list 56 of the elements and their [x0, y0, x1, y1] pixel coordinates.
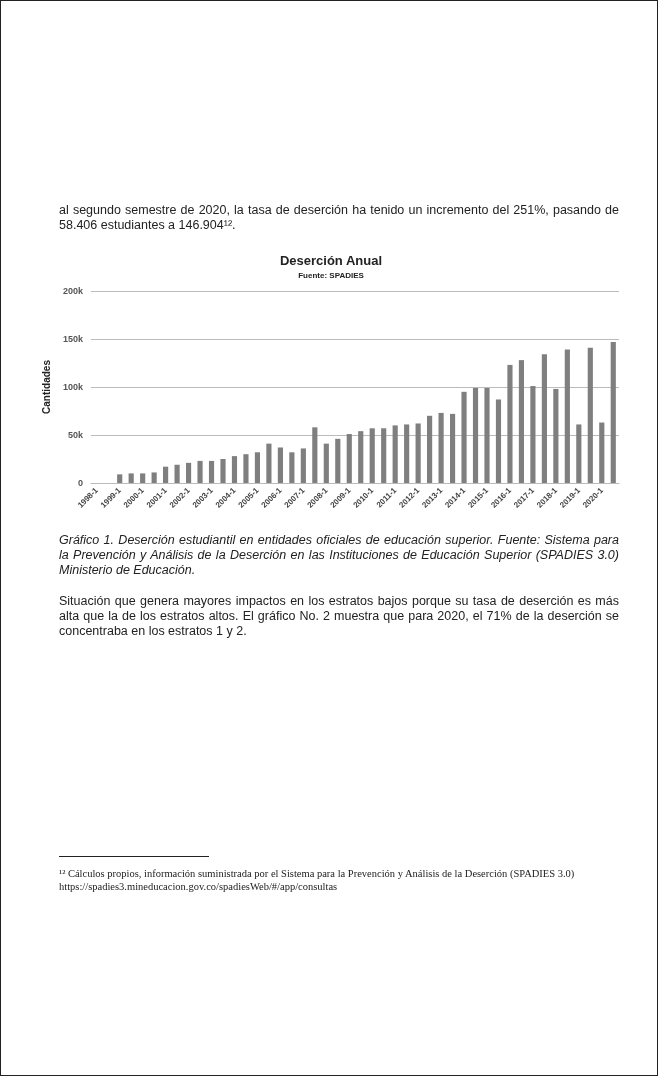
text: ¹² Cálculos propios, información suministrada por el Sistema para la Prevención y Análisis de la Deserción (SPADIES 3.0) https://spadies3.mineducacion.gov.co/spadiesWeb/#/app/consultas [59, 867, 576, 893]
chart-subtitle: Fuente: SPADIES [298, 270, 365, 280]
bar [335, 438, 341, 483]
bar [163, 466, 169, 483]
bar [231, 456, 238, 483]
y-tick-label: 200k [62, 286, 84, 296]
bar [346, 434, 352, 483]
bar [507, 364, 513, 483]
bar [300, 448, 306, 483]
bar [518, 360, 525, 483]
bar [381, 428, 387, 483]
bar [323, 443, 329, 483]
bar [599, 422, 605, 483]
bar [208, 460, 215, 483]
bar [197, 460, 203, 483]
bar [254, 452, 261, 483]
bar [415, 423, 421, 483]
bar [438, 412, 444, 483]
bar [461, 391, 467, 483]
bar [151, 472, 157, 483]
bar [610, 341, 616, 483]
y-tick-label: 50k [67, 430, 84, 440]
text: al segundo semestre de 2020, la tasa de deserción ha tenido un incremento del 251%, pasando de 58.406 estudiantes a 146.904¹². [59, 203, 619, 233]
bar [312, 427, 318, 483]
bar [587, 347, 593, 483]
bar [404, 424, 410, 483]
bar [185, 462, 192, 483]
bar [495, 399, 502, 483]
bar [541, 354, 547, 483]
bar [530, 386, 536, 483]
bar [243, 454, 249, 483]
chart-title: Deserción Anual [279, 253, 383, 268]
bar [277, 447, 283, 483]
y-axis-title: Cantidades [40, 359, 52, 414]
bar [128, 473, 134, 483]
bar [289, 452, 295, 483]
bar [484, 387, 490, 483]
bar [140, 473, 146, 483]
y-tick-label: 150k [62, 334, 84, 344]
y-tick-label: 0 [77, 478, 83, 488]
bar [392, 425, 398, 483]
bar [220, 459, 226, 483]
text: Gráfico 1. Deserción estudiantil en entidades oficiales de educación superior. Fuente: Sistema para la Prevención y Análisis de la Deserción en las Instituciones de Educación Superior (SPADIES 3.0) Ministerio de Educación. [59, 533, 619, 578]
text: Situación que genera mayores impactos en los estratos bajos porque su tasa de deserción es más alta que la de los estratos altos. El gráfico No. 2 muestra que para 2020, el 71% de la deserción se concentraba en los estratos 1 y 2. [59, 594, 619, 639]
bar [266, 443, 272, 483]
bar [472, 387, 479, 483]
bar [449, 413, 456, 483]
bar [117, 474, 123, 483]
bar [369, 428, 375, 483]
bar [553, 388, 559, 483]
y-tick-label: 100k [62, 382, 84, 392]
bar [174, 464, 180, 483]
bar [564, 349, 570, 483]
bar [427, 415, 433, 483]
bar [358, 431, 364, 483]
bar [576, 424, 582, 483]
